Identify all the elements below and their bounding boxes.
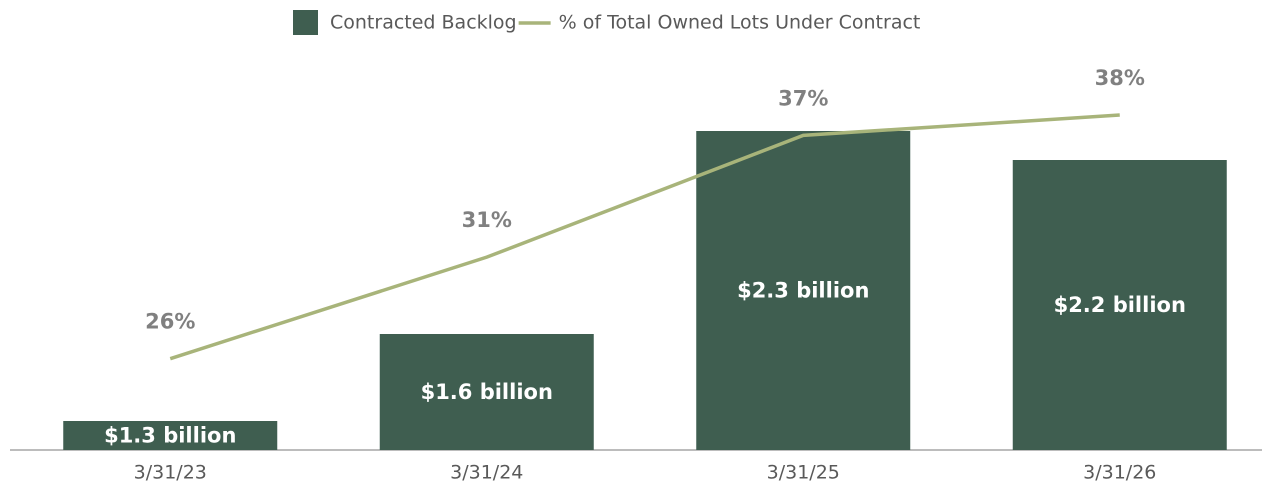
line-value-label: 37% <box>778 86 828 110</box>
bar <box>379 334 594 450</box>
legend-label: Contracted Backlog <box>330 12 517 34</box>
bar <box>63 421 278 450</box>
bar-value-label: $2.3 billion <box>737 279 869 303</box>
legend-swatch <box>293 10 318 35</box>
line-series <box>169 113 1120 361</box>
bar <box>1012 160 1227 450</box>
bar-value-label: $2.2 billion <box>1054 293 1186 317</box>
x-tick-label: 3/31/23 <box>134 462 207 484</box>
x-tick-label: 3/31/26 <box>1083 462 1156 484</box>
x-tick-label: 3/31/24 <box>450 462 523 484</box>
line-value-label: 38% <box>1095 66 1145 90</box>
line-value-label: 26% <box>145 310 195 334</box>
line-value-label: 31% <box>462 208 512 232</box>
legend-label: % of Total Owned Lots Under Contract <box>559 12 921 34</box>
bar-value-label: $1.3 billion <box>104 424 236 448</box>
x-tick-label: 3/31/25 <box>767 462 840 484</box>
bar-value-label: $1.6 billion <box>421 380 553 404</box>
bar <box>696 131 911 450</box>
